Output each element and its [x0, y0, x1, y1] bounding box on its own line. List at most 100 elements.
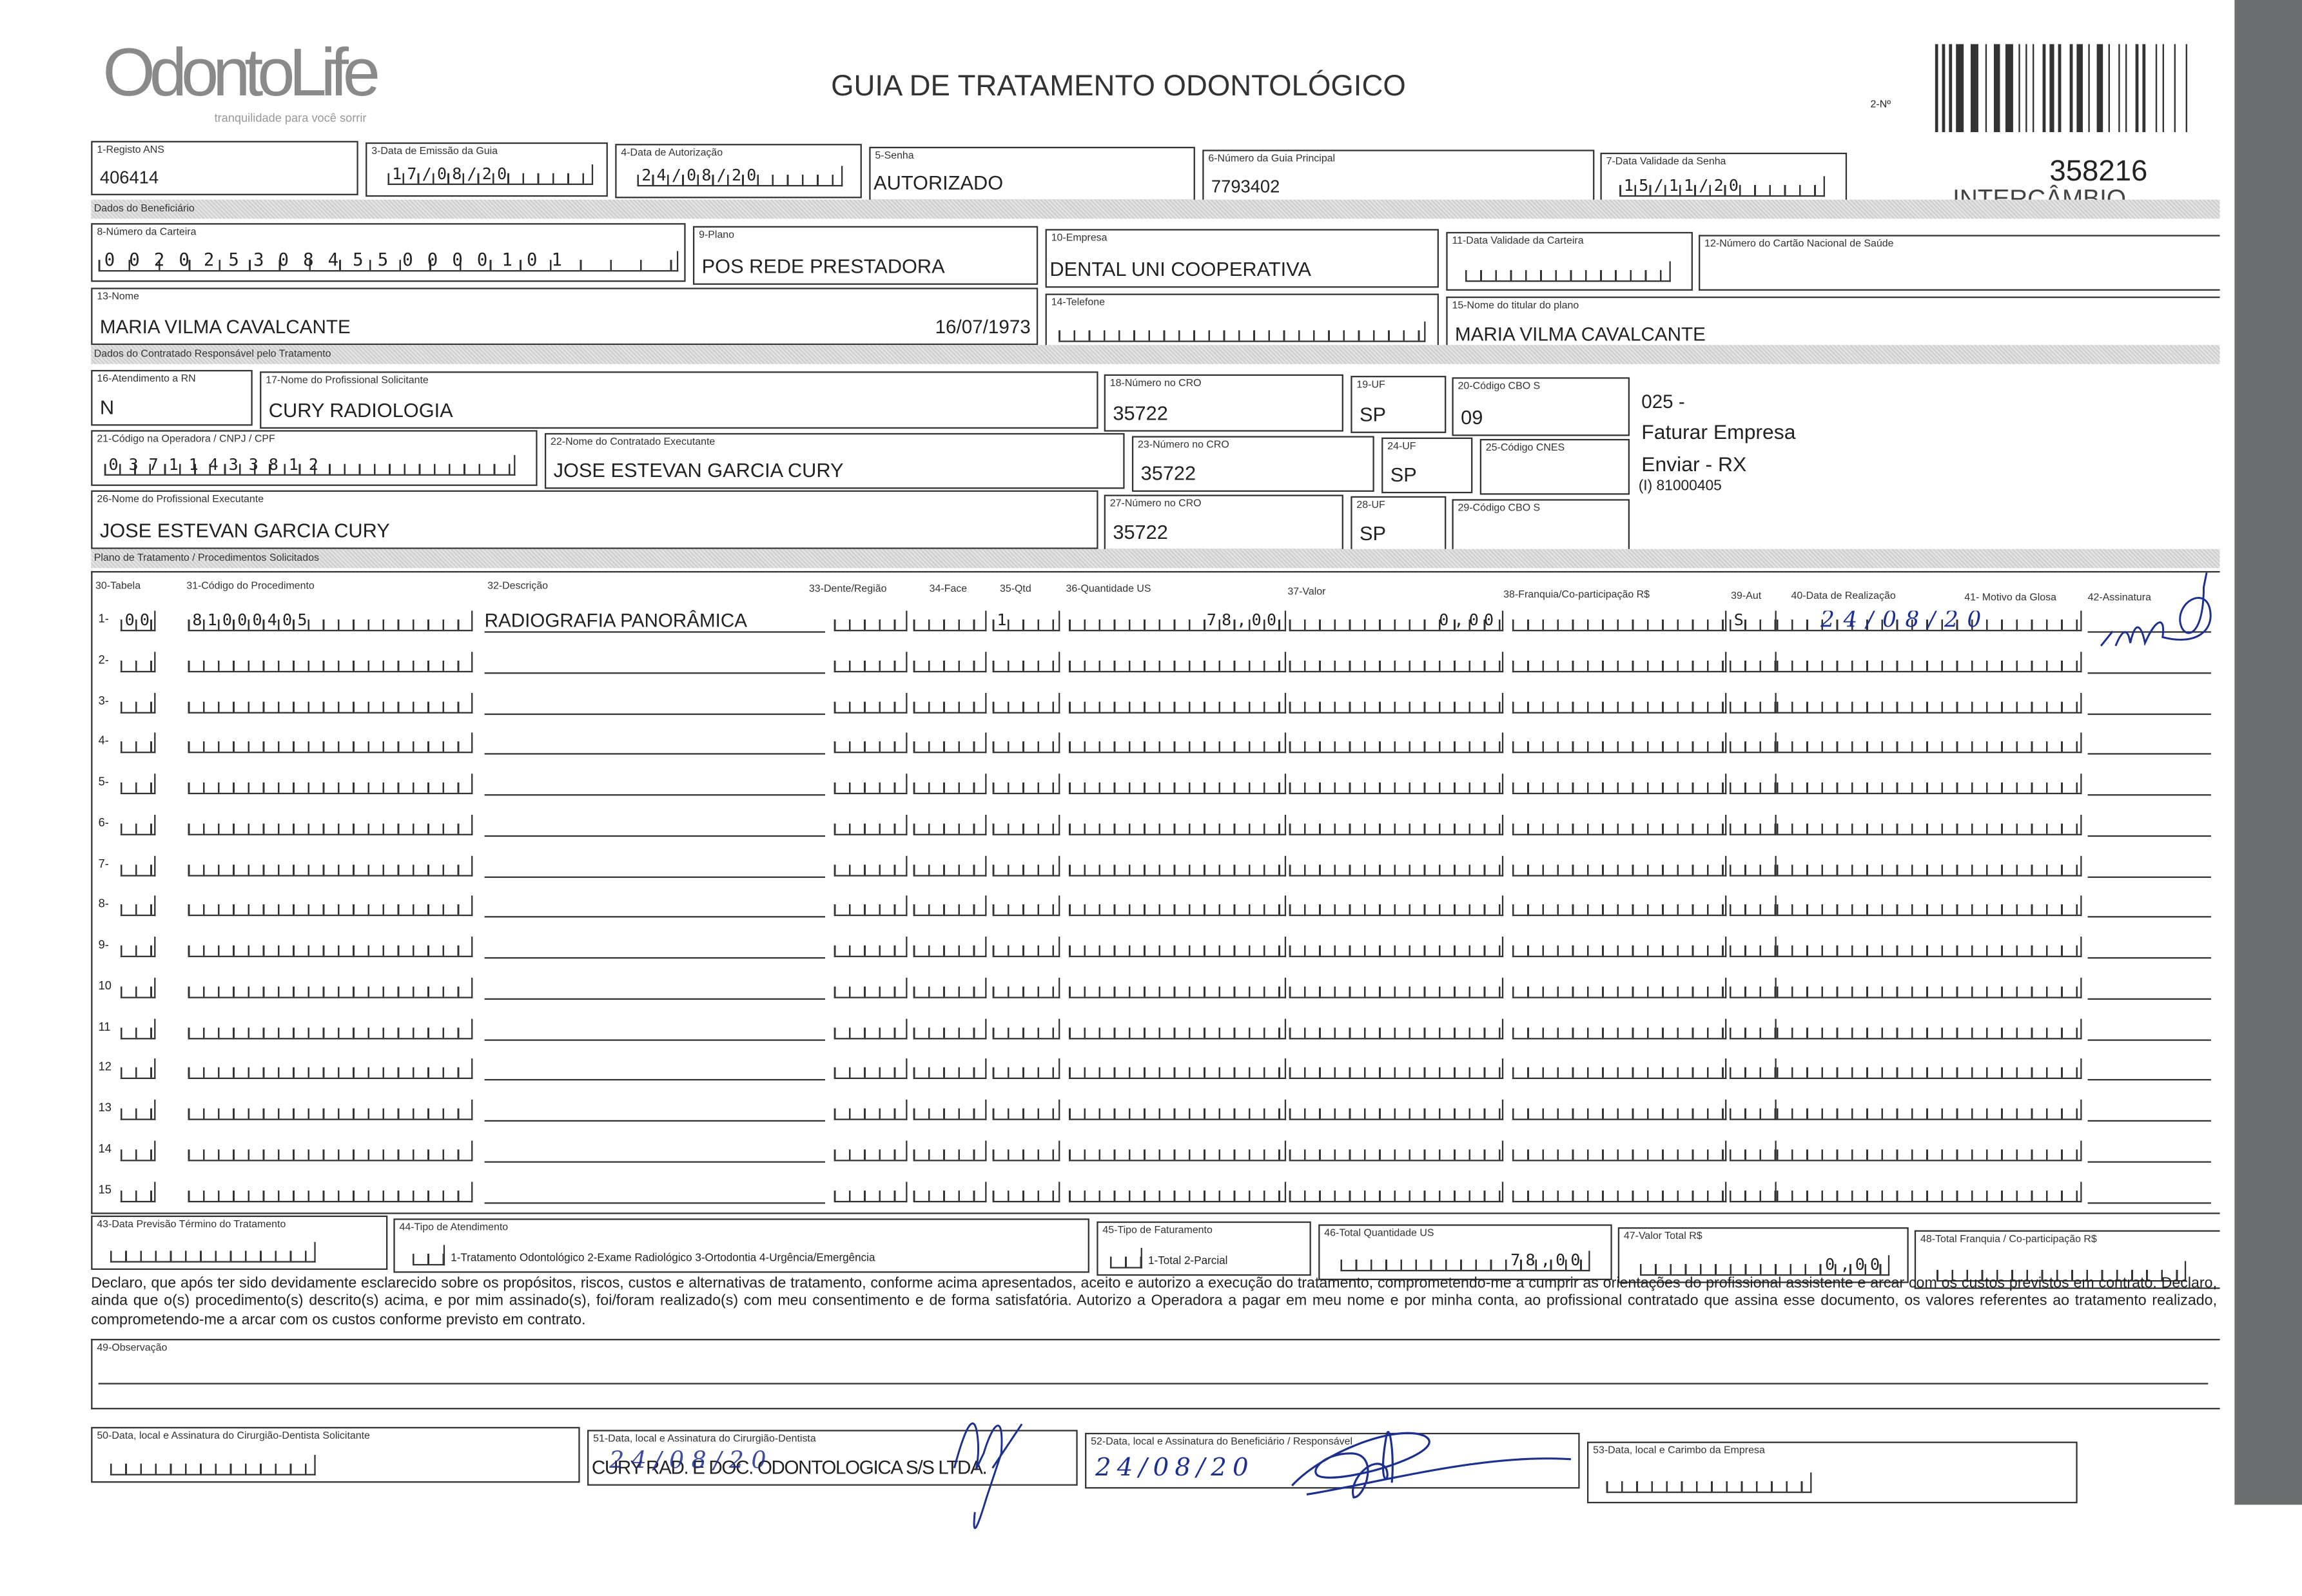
cell-franquia[interactable] [1512, 895, 1727, 917]
cell-tabela[interactable] [120, 1018, 156, 1039]
cell-valor[interactable] [1289, 733, 1504, 754]
cell-aut[interactable] [1729, 1181, 1777, 1202]
cell-aut[interactable] [1729, 774, 1777, 795]
field-titular-plano[interactable]: 15-Nome do titular do plano MARIA VILMA C… [1446, 297, 2220, 353]
cell-codigo[interactable]: 81000405 [188, 610, 473, 632]
cell-descricao[interactable] [484, 1100, 825, 1122]
cell-data[interactable] [1776, 1181, 2082, 1202]
cell-qtd-us[interactable] [1069, 692, 1287, 713]
cell-valor[interactable] [1289, 651, 1504, 672]
cell-qtd[interactable] [992, 774, 1060, 795]
cell-valor[interactable] [1289, 692, 1504, 713]
cell-assinatura[interactable] [2087, 1059, 2211, 1081]
field-uf-executante[interactable]: 24-UF SP [1381, 437, 1473, 494]
cell-valor[interactable] [1289, 855, 1504, 876]
field-total-quantidade-us[interactable]: 46-Total Quantidade US 78,00 [1318, 1224, 1612, 1280]
cell-data[interactable] [1776, 1018, 2082, 1039]
cell-descricao[interactable] [484, 855, 825, 877]
cell-dente[interactable] [834, 1181, 908, 1202]
cell-data[interactable] [1776, 1140, 2082, 1161]
field-uf-solicitante[interactable]: 19-UF SP [1351, 376, 1447, 433]
cell-tabela[interactable] [120, 937, 156, 957]
cell-qtd-us[interactable] [1069, 937, 1287, 957]
cell-franquia[interactable] [1512, 1099, 1727, 1120]
cell-tabela[interactable] [120, 855, 156, 876]
cell-data[interactable] [1776, 1099, 2082, 1120]
cell-descricao[interactable] [484, 1018, 825, 1040]
cell-qtd-us[interactable] [1069, 814, 1287, 835]
cell-dente[interactable] [834, 1058, 908, 1080]
field-cbo-profissional[interactable]: 29-Código CBO S [1452, 499, 1630, 555]
field-empresa[interactable]: 10-Empresa DENTAL UNI COOPERATIVA [1045, 229, 1439, 288]
cell-data[interactable]: 24/08/20 [1776, 610, 2082, 632]
cell-descricao[interactable]: RADIOGRAFIA PANORÂMICA [484, 610, 825, 633]
cell-face[interactable] [913, 610, 987, 632]
field-nome[interactable]: 13-Nome MARIA VILMA CAVALCANTE 16/07/1973 [91, 287, 1039, 345]
field-cbo-solicitante[interactable]: 20-Código CBO S 09 [1452, 377, 1630, 436]
cell-dente[interactable] [834, 1140, 908, 1161]
cell-valor[interactable] [1289, 774, 1504, 795]
cell-data[interactable] [1776, 855, 2082, 876]
cell-assinatura[interactable] [2087, 652, 2211, 674]
field-uf-profissional[interactable]: 28-UF SP [1351, 496, 1447, 552]
cell-qtd-us[interactable]: 78,00 [1069, 610, 1287, 632]
cell-valor[interactable]: 0,00 [1289, 610, 1504, 632]
cell-descricao[interactable] [484, 814, 825, 837]
cell-dente[interactable] [834, 610, 908, 632]
cell-codigo[interactable] [188, 651, 473, 672]
cell-qtd[interactable] [992, 1181, 1060, 1202]
field-cro-executante[interactable]: 23-Número no CRO 35722 [1131, 436, 1374, 492]
cell-qtd-us[interactable] [1069, 651, 1287, 672]
cell-aut[interactable] [1729, 1099, 1777, 1120]
cell-face[interactable] [913, 1058, 987, 1080]
cell-qtd-us[interactable] [1069, 733, 1287, 754]
cell-dente[interactable] [834, 855, 908, 876]
cell-tabela[interactable] [120, 977, 156, 998]
cell-valor[interactable] [1289, 1018, 1504, 1039]
cell-codigo[interactable] [188, 977, 473, 998]
cell-face[interactable] [913, 651, 987, 672]
cell-qtd[interactable] [992, 977, 1060, 998]
field-observacao[interactable]: 49-Observação [91, 1339, 2220, 1410]
cell-aut[interactable] [1729, 1058, 1777, 1080]
cell-assinatura[interactable] [2087, 937, 2211, 959]
cell-assinatura[interactable] [2087, 1140, 2211, 1163]
field-tipo-atendimento[interactable]: 44-Tipo de Atendimento 1-Tratamento Odont… [393, 1218, 1089, 1273]
field-cnes[interactable]: 25-Código CNES [1479, 438, 1630, 495]
cell-aut[interactable] [1729, 814, 1777, 835]
cell-tabela[interactable] [120, 1181, 156, 1202]
cell-franquia[interactable] [1512, 937, 1727, 957]
cell-assinatura[interactable] [2087, 814, 2211, 837]
cell-franquia[interactable] [1512, 1018, 1727, 1039]
cell-descricao[interactable] [484, 1181, 825, 1203]
cell-qtd[interactable] [992, 895, 1060, 917]
cell-qtd-us[interactable] [1069, 774, 1287, 795]
cell-qtd[interactable] [992, 1140, 1060, 1161]
cell-face[interactable] [913, 937, 987, 957]
cell-descricao[interactable] [484, 733, 825, 755]
cell-assinatura[interactable] [2087, 733, 2211, 755]
cell-codigo[interactable] [188, 692, 473, 713]
cell-descricao[interactable] [484, 692, 825, 715]
cell-dente[interactable] [834, 814, 908, 835]
cell-franquia[interactable] [1512, 1058, 1727, 1080]
field-tipo-faturamento[interactable]: 45-Tipo de Faturamento 1-Total 2-Parcial [1097, 1221, 1311, 1276]
cell-franquia[interactable] [1512, 692, 1727, 713]
cell-qtd-us[interactable] [1069, 855, 1287, 876]
cell-data[interactable] [1776, 977, 2082, 998]
cell-qtd[interactable] [992, 1058, 1060, 1080]
cell-qtd-us[interactable] [1069, 1181, 1287, 1202]
field-atendimento-rn[interactable]: 16-Atendimento a RN N [91, 369, 253, 426]
cell-assinatura[interactable] [2087, 1018, 2211, 1040]
cell-tabela[interactable] [120, 733, 156, 754]
cell-valor[interactable] [1289, 937, 1504, 957]
cell-qtd[interactable] [992, 692, 1060, 713]
cell-codigo[interactable] [188, 774, 473, 795]
cell-codigo[interactable] [188, 1058, 473, 1080]
cell-valor[interactable] [1289, 814, 1504, 835]
field-validade-senha[interactable]: 7-Data Validade da Senha 15/11/20 [1600, 152, 1848, 209]
cell-codigo[interactable] [188, 855, 473, 876]
cell-valor[interactable] [1289, 1140, 1504, 1161]
cell-franquia[interactable] [1512, 855, 1727, 876]
cell-franquia[interactable] [1512, 814, 1727, 835]
